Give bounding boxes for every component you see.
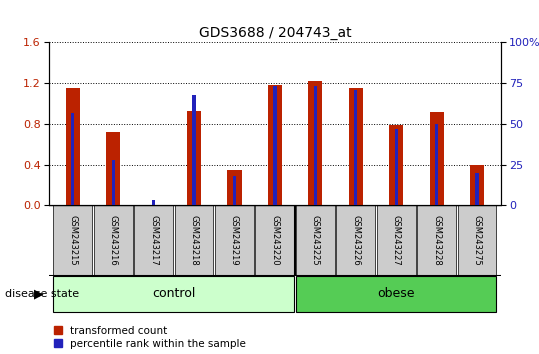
Bar [255, 205, 294, 276]
Text: GSM243228: GSM243228 [432, 215, 441, 266]
Bar [71, 113, 74, 205]
Bar [268, 85, 282, 205]
Bar [112, 160, 115, 205]
Text: ▶: ▶ [33, 287, 43, 300]
Bar [175, 205, 213, 276]
Bar [187, 111, 201, 205]
Bar [314, 86, 317, 205]
Text: GSM243275: GSM243275 [473, 215, 481, 266]
Bar [308, 81, 322, 205]
Text: GSM243219: GSM243219 [230, 215, 239, 266]
Bar [389, 125, 403, 205]
Bar [475, 173, 479, 205]
Bar [296, 205, 335, 276]
Bar [53, 276, 294, 312]
Bar [53, 205, 92, 276]
Legend: transformed count, percentile rank within the sample: transformed count, percentile rank withi… [54, 326, 246, 349]
Bar [296, 276, 496, 312]
Bar [458, 205, 496, 276]
Bar [435, 124, 438, 205]
Bar [192, 95, 196, 205]
Text: GSM243215: GSM243215 [68, 215, 77, 266]
Bar [106, 132, 120, 205]
Bar [377, 205, 416, 276]
Bar [152, 200, 155, 205]
Title: GDS3688 / 204743_at: GDS3688 / 204743_at [198, 26, 351, 40]
Bar [233, 176, 236, 205]
Bar [470, 165, 484, 205]
Text: control: control [152, 287, 196, 300]
Bar [354, 90, 357, 205]
Text: GSM243227: GSM243227 [392, 215, 400, 266]
Bar [430, 112, 444, 205]
Bar [66, 88, 80, 205]
Bar [349, 88, 363, 205]
Bar [94, 205, 133, 276]
Text: GSM243220: GSM243220 [271, 215, 279, 266]
Text: obese: obese [377, 287, 415, 300]
Bar [134, 205, 173, 276]
Bar [227, 170, 241, 205]
Text: GSM243225: GSM243225 [311, 215, 320, 266]
Bar [336, 205, 375, 276]
Text: GSM243226: GSM243226 [351, 215, 360, 266]
Bar [417, 205, 456, 276]
Text: GSM243216: GSM243216 [109, 215, 118, 266]
Bar [273, 86, 277, 205]
Text: GSM243218: GSM243218 [190, 215, 198, 266]
Bar [395, 129, 398, 205]
Bar [215, 205, 254, 276]
Text: disease state: disease state [5, 289, 80, 299]
Text: GSM243217: GSM243217 [149, 215, 158, 266]
